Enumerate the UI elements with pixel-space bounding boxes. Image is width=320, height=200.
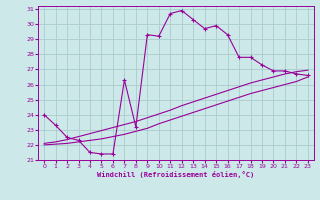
X-axis label: Windchill (Refroidissement éolien,°C): Windchill (Refroidissement éolien,°C) <box>97 171 255 178</box>
